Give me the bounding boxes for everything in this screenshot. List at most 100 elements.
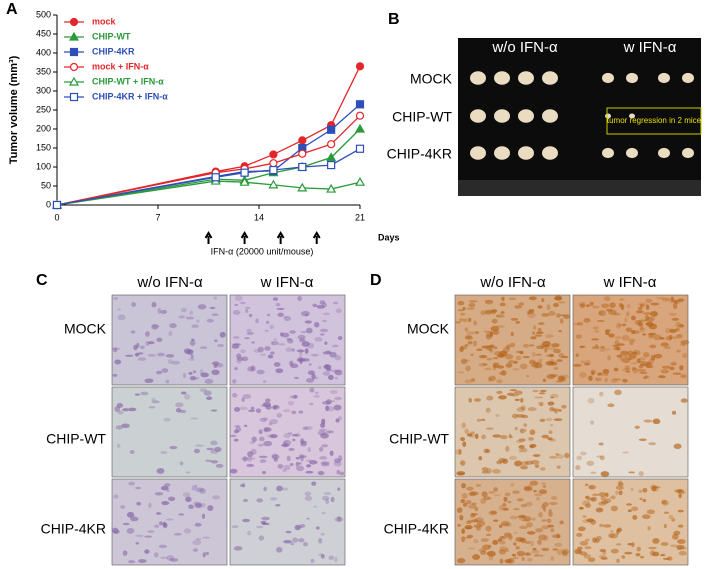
cell <box>675 327 680 332</box>
cell <box>630 315 636 321</box>
cell <box>509 342 516 348</box>
cell <box>642 376 647 380</box>
cell <box>144 378 154 384</box>
cell <box>263 486 267 492</box>
cell <box>206 396 213 401</box>
cell <box>557 375 565 382</box>
cell <box>314 336 323 342</box>
cell <box>275 368 284 374</box>
marker <box>355 100 365 109</box>
cell <box>217 343 225 348</box>
cell <box>251 341 256 344</box>
cell <box>266 434 275 438</box>
cell <box>524 552 530 556</box>
cell <box>576 455 583 461</box>
cell <box>333 461 342 467</box>
series-line <box>56 115 361 206</box>
x-tick-label: 0 <box>54 212 59 222</box>
cell <box>465 520 472 524</box>
cell <box>613 378 622 381</box>
cell <box>590 420 595 425</box>
cell <box>678 493 682 499</box>
cell <box>473 524 483 528</box>
cell <box>521 414 529 419</box>
cell <box>562 550 568 557</box>
cell <box>114 359 122 365</box>
cell <box>592 326 599 330</box>
cell <box>621 555 626 559</box>
marker <box>327 125 336 134</box>
cell <box>165 379 170 384</box>
tumor <box>494 71 510 85</box>
micrograph <box>229 386 346 478</box>
cell <box>591 371 595 376</box>
cell <box>555 453 560 456</box>
cell <box>599 548 607 553</box>
cell <box>179 409 187 414</box>
cell <box>550 396 554 399</box>
cell <box>552 548 559 551</box>
cell <box>310 558 315 563</box>
cell <box>313 505 318 508</box>
cell <box>484 367 492 371</box>
cell <box>166 489 171 493</box>
cell <box>639 327 646 333</box>
cell <box>631 367 637 371</box>
cell <box>585 483 589 487</box>
cell <box>151 301 157 308</box>
cell <box>526 531 536 535</box>
cell <box>504 558 513 564</box>
micrograph <box>111 294 228 386</box>
cell <box>320 553 325 559</box>
cell <box>676 334 684 339</box>
cell <box>289 330 296 334</box>
cell <box>680 343 686 346</box>
cell <box>480 498 487 504</box>
cell <box>580 360 586 364</box>
cell <box>234 295 243 301</box>
cell <box>547 401 555 406</box>
cell <box>112 347 118 353</box>
cell <box>501 522 510 527</box>
cell <box>553 418 563 422</box>
cell <box>151 324 159 330</box>
cell <box>317 470 325 476</box>
cell <box>648 358 655 364</box>
cell <box>624 317 628 323</box>
cell <box>287 400 295 406</box>
cell <box>468 504 477 509</box>
cell <box>592 305 600 309</box>
cell <box>617 527 623 533</box>
cell <box>157 307 162 314</box>
cell <box>541 504 545 509</box>
cell <box>574 548 582 555</box>
cell <box>638 438 647 442</box>
cell <box>512 368 520 371</box>
cell <box>163 417 171 422</box>
cell <box>508 535 513 541</box>
cell <box>525 501 533 507</box>
series-line <box>56 66 361 206</box>
cell <box>599 391 604 397</box>
cell <box>268 422 273 426</box>
cell <box>507 500 512 504</box>
cell <box>246 456 253 462</box>
cell <box>544 347 548 353</box>
tumor <box>542 109 558 123</box>
cell <box>615 485 624 490</box>
cell <box>671 317 680 321</box>
cell <box>541 313 550 317</box>
cell <box>461 422 466 429</box>
cell <box>276 307 285 310</box>
cell <box>660 342 669 347</box>
cell <box>229 468 238 474</box>
cell <box>645 304 650 310</box>
column-header: w IFN-α <box>260 274 314 291</box>
cell <box>653 353 663 359</box>
cell <box>160 450 168 455</box>
cell <box>538 534 547 541</box>
cell <box>540 467 546 471</box>
cell <box>622 368 630 373</box>
cell <box>523 485 531 491</box>
cell <box>513 542 517 546</box>
